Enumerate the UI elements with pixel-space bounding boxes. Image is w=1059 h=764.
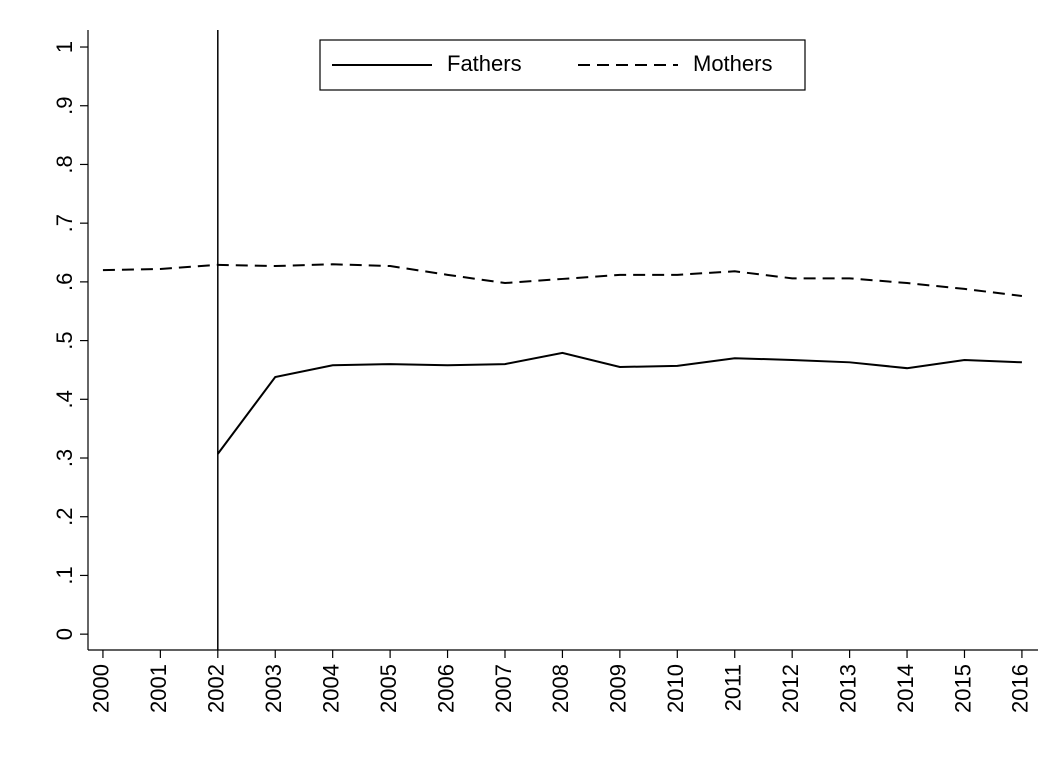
x-tick-label: 2000 — [89, 664, 114, 713]
legend-label: Mothers — [693, 51, 772, 76]
y-tick-label: .4 — [52, 390, 77, 408]
y-tick-label: .2 — [52, 508, 77, 526]
y-tick-label: .9 — [52, 97, 77, 115]
y-tick-label: 1 — [52, 41, 77, 53]
legend-label: Fathers — [447, 51, 522, 76]
y-tick-label: .8 — [52, 155, 77, 173]
x-tick-label: 2013 — [835, 664, 860, 713]
y-tick-label: .3 — [52, 449, 77, 467]
x-tick-label: 2006 — [433, 664, 458, 713]
y-tick-label: 0 — [52, 628, 77, 640]
y-tick-label: .6 — [52, 273, 77, 291]
x-tick-label: 2008 — [548, 664, 573, 713]
x-tick-label: 2012 — [778, 664, 803, 713]
x-tick-label: 2007 — [491, 664, 516, 713]
series-line — [217, 351, 1022, 455]
x-tick-label: 2003 — [261, 664, 286, 713]
x-tick-label: 2004 — [318, 664, 343, 713]
x-tick-label: 2014 — [893, 664, 918, 713]
x-tick-label: 2002 — [204, 664, 229, 713]
x-tick-label: 2010 — [663, 664, 688, 713]
y-tick-label: .1 — [52, 566, 77, 584]
y-tick-label: .7 — [52, 214, 77, 232]
y-tick-label: .5 — [52, 331, 77, 349]
x-tick-label: 2016 — [1008, 664, 1033, 713]
x-tick-label: 2011 — [721, 664, 746, 711]
x-tick-label: 2005 — [376, 664, 401, 713]
series-line — [102, 263, 1023, 297]
x-tick-label: 2015 — [950, 664, 975, 713]
x-tick-label: 2009 — [606, 664, 631, 713]
x-tick-label: 2001 — [146, 664, 171, 713]
